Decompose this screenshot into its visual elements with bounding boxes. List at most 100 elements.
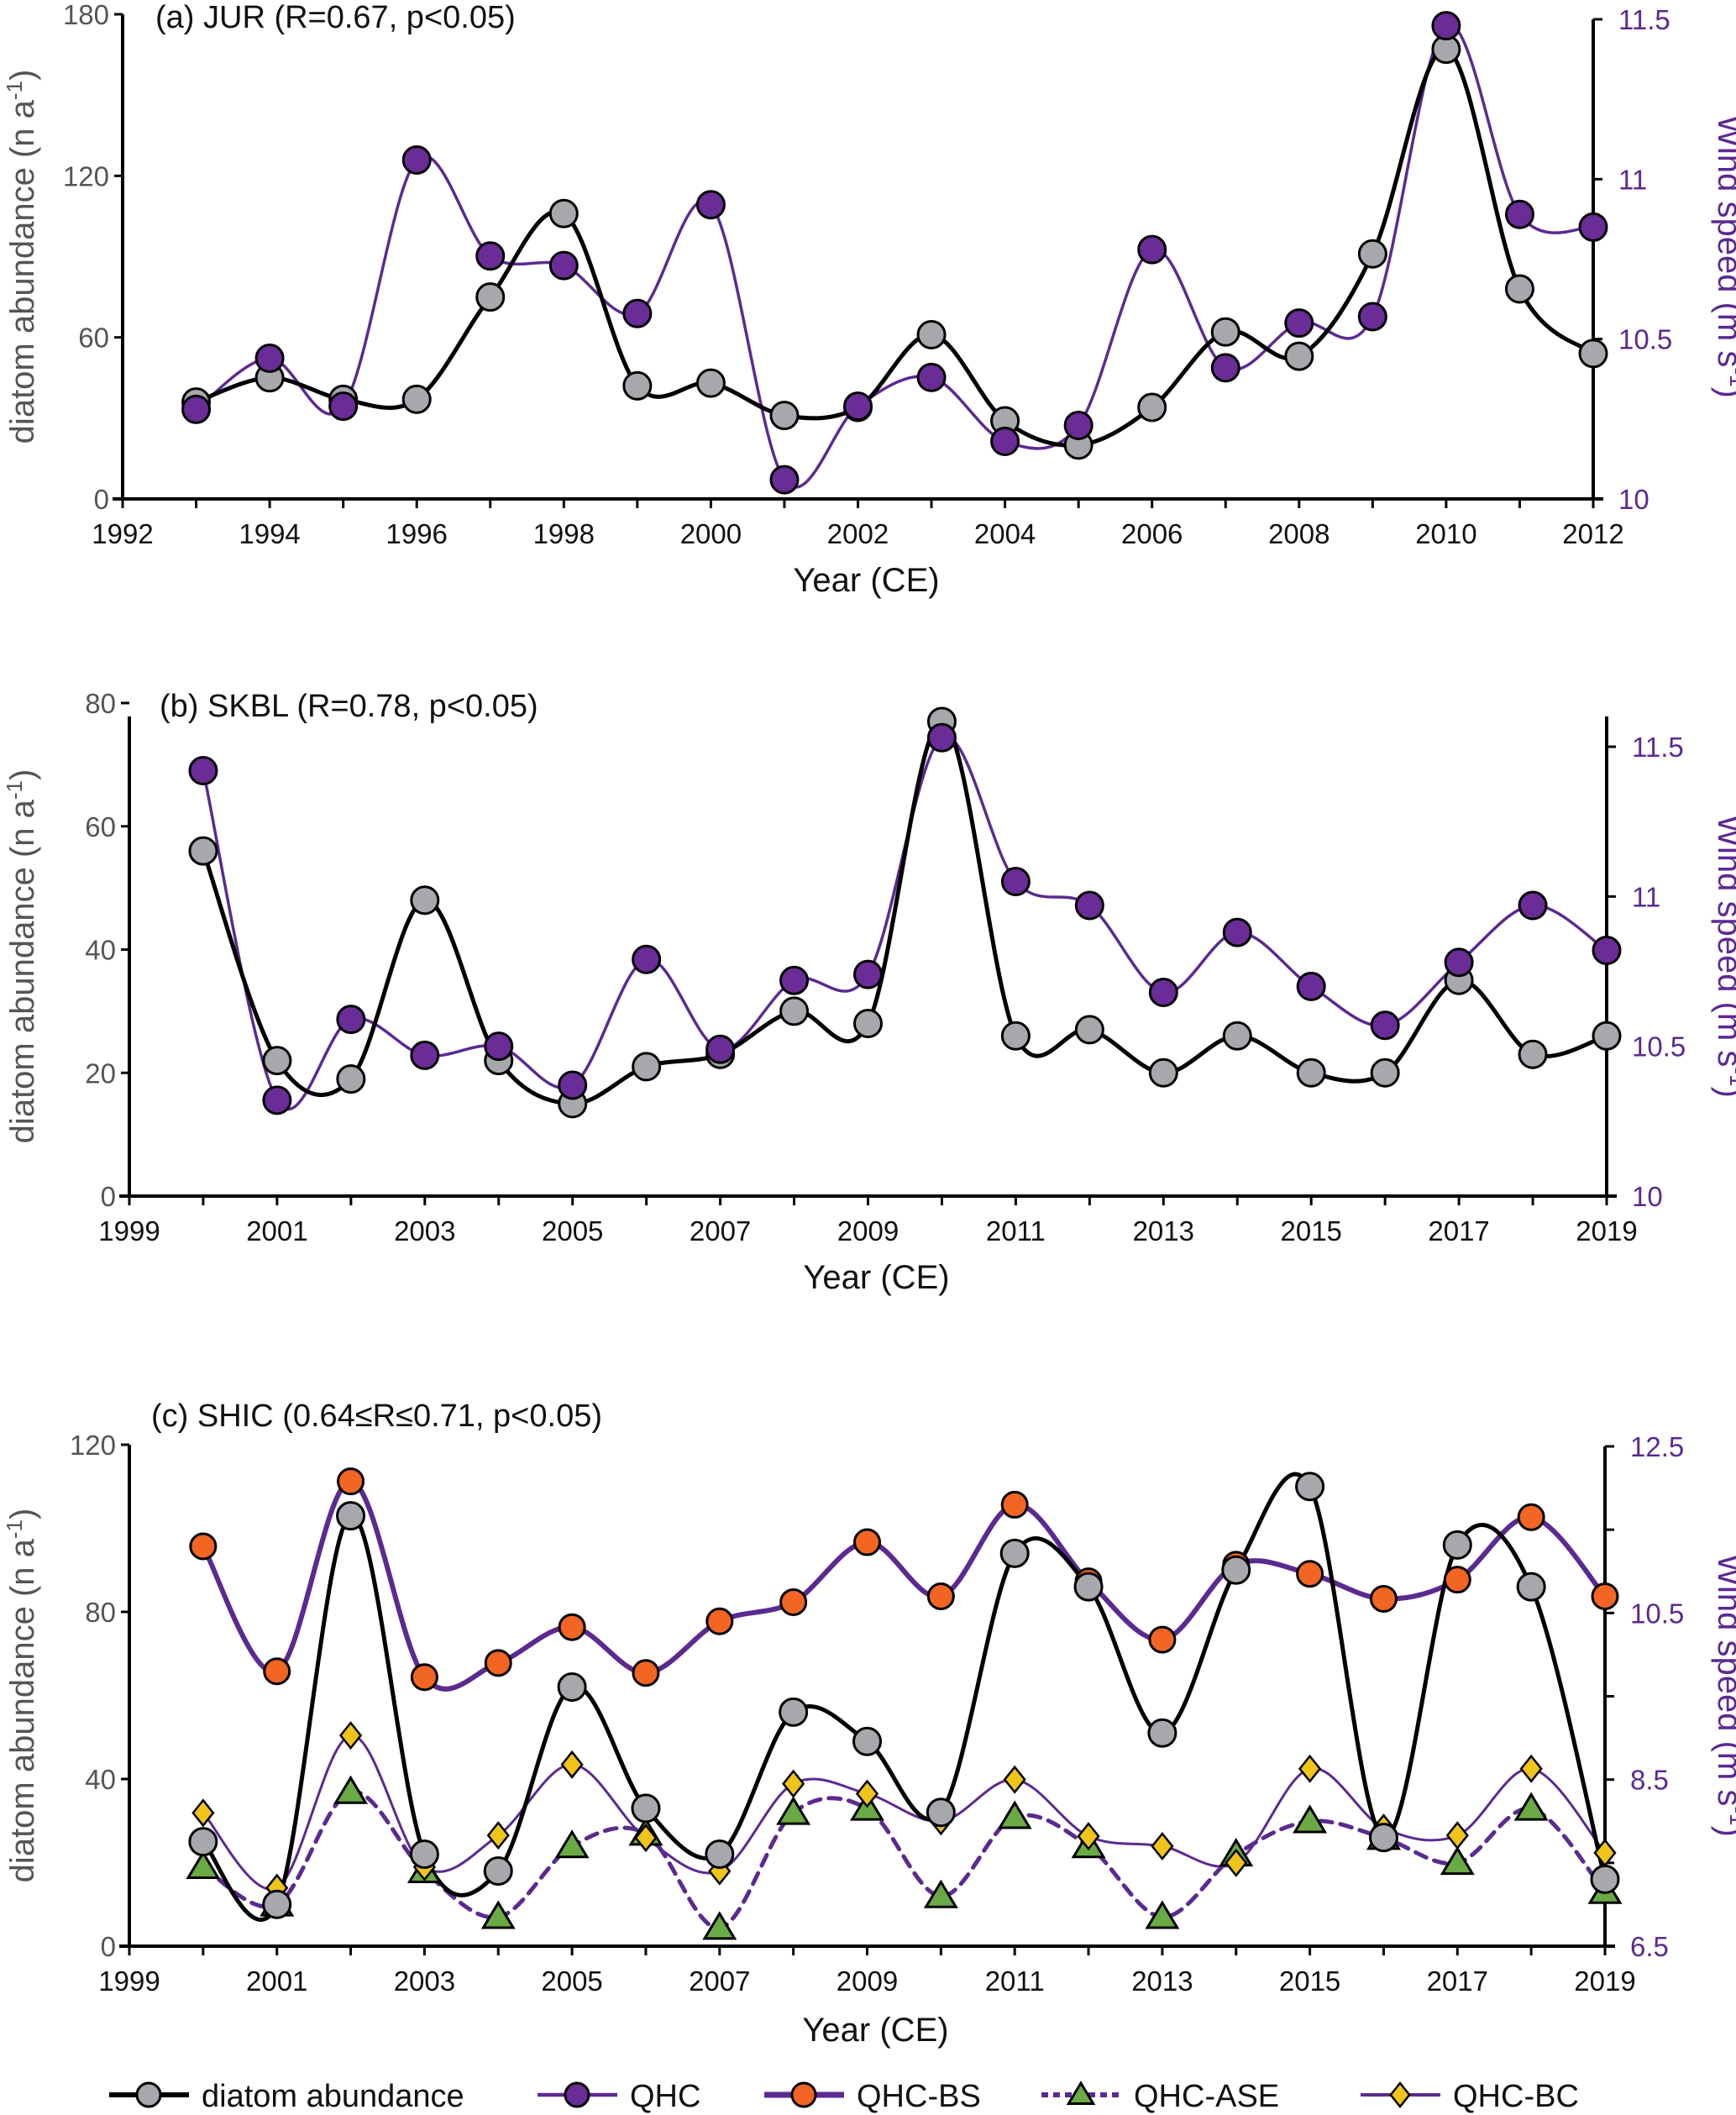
x-tick-label: 2001 [246, 1215, 307, 1246]
x-tick-label: 2019 [1576, 1215, 1637, 1246]
left-y-tick-label: 80 [85, 1597, 116, 1628]
right-y-axis-title: Wind speed (m s-1) [1711, 115, 1736, 398]
data-point-qhc [1370, 1010, 1400, 1041]
left-y-tick-label: 60 [85, 811, 116, 842]
data-point-qhc_bc [338, 1721, 363, 1750]
legend: diatom abundance QHC QHC-BS QHC-ASE QHC-BC [109, 2079, 1579, 2114]
data-point-qhc_bs [1369, 1584, 1398, 1613]
x-tick-label: 2009 [837, 1965, 898, 1997]
data-point-qhc_bc [1445, 1821, 1469, 1850]
data-point-qhc_ase [1513, 1792, 1549, 1821]
data-point-diatom [1073, 1572, 1104, 1602]
data-point-diatom [779, 996, 810, 1026]
data-point-qhc [484, 1031, 514, 1062]
data-point-qhc_bc [1225, 1848, 1248, 1877]
right-y-tick-label: 8.5 [1630, 1765, 1669, 1796]
series-markers [181, 11, 1608, 495]
x-tick-label: 2007 [690, 1215, 751, 1246]
x-tick-label: 2011 [985, 1965, 1045, 1997]
data-point-diatom [852, 1726, 882, 1756]
data-point-qhc [705, 1034, 736, 1064]
data-point-diatom [631, 1793, 661, 1824]
legend-marker-qhc_bc [1389, 2081, 1411, 2109]
data-point-qhc [188, 756, 218, 786]
x-tick-label: 2008 [1268, 518, 1330, 549]
x-tick-label: 2009 [837, 1215, 899, 1246]
legend-item-qhc: QHC [538, 2079, 700, 2114]
left-y-axis-title: diatom abundance (n a-1) [2, 70, 41, 444]
right-y-tick-label: 10.5 [1632, 1031, 1686, 1063]
x-tick-label: 2012 [1562, 518, 1623, 549]
x-axis-title: Year (CE) [793, 562, 939, 599]
right-y-tick-label: 10.5 [1618, 324, 1672, 355]
left-y-tick-label: 0 [101, 1181, 116, 1212]
data-point-qhc_bs [1517, 1503, 1545, 1531]
x-axis-title: Year (CE) [802, 2012, 948, 2049]
data-point-qhc_ase [333, 1775, 369, 1804]
data-point-diatom [705, 1839, 735, 1870]
data-point-diatom [188, 1827, 218, 1857]
x-tick-label: 2013 [1133, 1215, 1194, 1246]
data-point-qhc_ase [997, 1800, 1032, 1829]
data-point-qhc_bs [1443, 1566, 1471, 1594]
data-point-qhc_bc [191, 1798, 215, 1828]
left-y-axis-title: diatom abundance (n a-1) [2, 769, 41, 1144]
x-tick-label: 2005 [542, 1215, 603, 1246]
data-point-qhc [1137, 234, 1167, 265]
data-point-diatom [1357, 239, 1387, 269]
data-point-qhc [990, 426, 1020, 456]
data-point-diatom [475, 282, 506, 312]
panel-c: 1999 2001 2003 2005 2007 2009 2011 2013 2015 2017… [2, 1399, 1736, 2049]
data-point-qhc_bc [560, 1750, 584, 1779]
x-tick-label: 2010 [1415, 518, 1476, 549]
data-point-qhc [254, 344, 285, 374]
data-point-qhc [558, 1070, 588, 1100]
left-y-tick-label: 120 [63, 160, 109, 192]
panel-title: (b) SKBL (R=0.78, p<0.05) [160, 689, 538, 724]
data-point-qhc_bc [634, 1824, 658, 1853]
data-point-qhc_ase [702, 1911, 737, 1940]
data-point-diatom [409, 1839, 439, 1870]
data-point-diatom [1148, 1058, 1178, 1088]
left-y-tick-label: 40 [85, 1764, 116, 1795]
data-point-qhc_ase [1145, 1900, 1180, 1929]
data-point-qhc_ase [186, 1850, 221, 1880]
data-point-qhc [262, 1085, 292, 1115]
data-point-qhc_ase [776, 1796, 811, 1825]
data-point-qhc [632, 944, 662, 974]
data-point-qhc_bs [484, 1649, 512, 1677]
data-point-qhc [328, 391, 359, 422]
data-point-diatom [926, 1797, 956, 1828]
data-point-diatom [853, 1009, 883, 1039]
axes-b: 1999 2001 2003 2005 2007 2009 2011 2013 2015 2017… [85, 688, 1686, 1246]
data-point-qhc [695, 190, 726, 220]
x-tick-label: 1996 [385, 518, 447, 549]
x-tick-label: 1999 [98, 1215, 160, 1246]
data-point-qhc_ase [1293, 1804, 1328, 1834]
data-point-qhc_ase [554, 1829, 590, 1859]
legend-label: QHC [630, 2079, 700, 2114]
data-point-qhc [1444, 947, 1474, 978]
right-y-tick-label: 12.5 [1630, 1431, 1684, 1462]
data-point-diatom [779, 1697, 809, 1727]
data-point-qhc_bc [1077, 1822, 1100, 1851]
data-point-qhc_bs [1296, 1560, 1324, 1588]
data-point-qhc [1148, 977, 1178, 1007]
data-point-qhc_bs [705, 1607, 734, 1635]
x-tick-label: 2019 [1574, 1965, 1635, 1997]
data-point-qhc_bs [558, 1613, 586, 1641]
data-point-diatom [1518, 1039, 1548, 1069]
data-point-qhc_bs [1148, 1625, 1177, 1654]
data-point-qhc [1210, 353, 1240, 383]
data-point-qhc_bs [632, 1659, 660, 1687]
legend-marker-qhc_ase [1066, 2081, 1096, 2105]
data-point-diatom [1221, 1555, 1251, 1585]
legend-item-diatom: diatom abundance [109, 2079, 464, 2114]
data-point-diatom [1516, 1572, 1546, 1602]
legend-label: QHC-BC [1453, 2079, 1579, 2114]
legend-marker-qhc_bs [790, 2081, 817, 2108]
data-point-qhc_bc [1519, 1754, 1543, 1783]
data-point-diatom [695, 368, 726, 398]
right-y-tick-label: 10.5 [1630, 1598, 1684, 1629]
data-point-diatom [1284, 341, 1314, 371]
